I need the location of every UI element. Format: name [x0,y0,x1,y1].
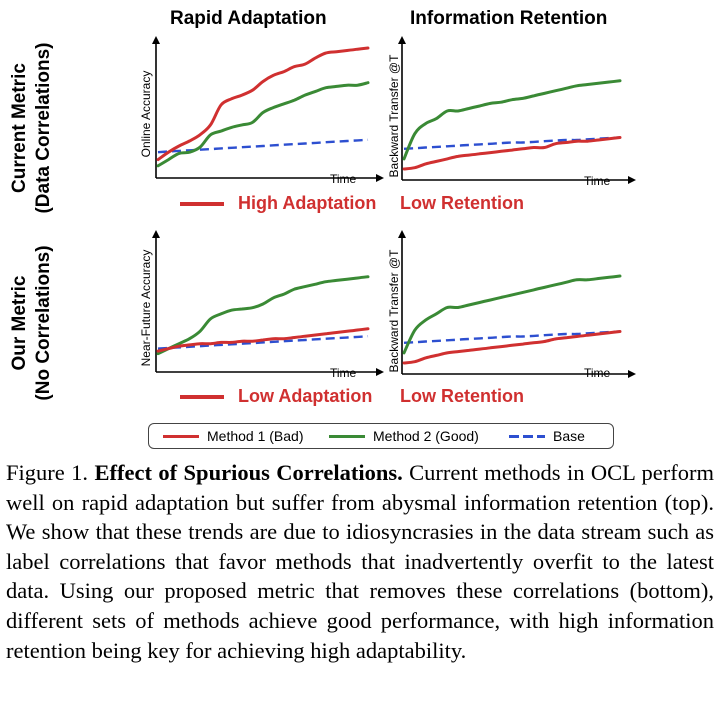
legend-swatch [509,434,545,438]
series-line-method-2-good [156,81,370,168]
series-line-method-1-bad [402,330,622,365]
series-line-method-2-good [402,79,622,161]
legend-label: Base [553,428,585,444]
series-line-base [403,330,621,344]
figure-caption: Figure 1. Effect of Spurious Correlation… [6,458,714,665]
ylabel-bottom-left: Near-Future Accuracy [139,249,153,367]
verdict-bottom-right: Low Retention [400,386,524,406]
legend-swatch [163,434,199,438]
series-line-method-1-bad [156,327,370,353]
panel-top-right [398,36,636,184]
column-title-information-retention: Information Retention [410,8,608,29]
xlabel-bottom-right: Time [584,366,611,380]
legend: Method 1 (Bad) Method 2 (Good) Base [148,423,614,449]
legend-label: Method 2 (Good) [373,428,479,444]
series-line-method-2-good [402,274,622,355]
xlabel-top-left: Time [330,172,357,186]
caption-prefix: Figure 1. [6,460,95,485]
series-line-base [157,335,369,350]
verdict-swatch-top [180,202,224,206]
caption-title: Effect of Spurious Correlations. [94,460,403,485]
series-line-method-1-bad [402,136,622,171]
y-axis-arrow-icon [398,230,406,238]
row-title-current-metric: Current Metric (Data Correlations) [8,18,58,238]
row-title-line1: Our Metric [9,275,30,371]
row-title-our-metric: Our Metric (No Correlations) [8,213,58,433]
legend-swatch [329,434,365,438]
legend-item-base: Base [509,427,585,445]
column-title-rapid-adaptation: Rapid Adaptation [170,8,327,29]
verdict-top-left: High Adaptation [238,193,377,213]
row-title-line1: Current Metric [9,63,30,193]
xlabel-bottom-left: Time [330,366,357,380]
series-line-base [403,136,621,150]
verdict-swatch-bottom [180,395,224,399]
row-title-line2: (No Correlations) [33,245,54,401]
x-axis-arrow-icon [376,174,384,182]
y-axis-arrow-icon [398,36,406,44]
legend-item-method2: Method 2 (Good) [329,427,479,445]
ylabel-top-left: Online Accuracy [139,70,153,158]
panel-bottom-left [152,230,384,376]
xlabel-top-right: Time [584,174,611,188]
x-axis-arrow-icon [376,368,384,376]
legend-item-method1: Method 1 (Bad) [163,427,304,445]
panel-bottom-right [398,230,636,378]
x-axis-arrow-icon [628,176,636,184]
panel-top-left [152,36,384,182]
row-title-line2: (Data Correlations) [33,42,54,214]
caption-body: Current methods in OCL perform well on r… [6,460,714,663]
verdict-top-right: Low Retention [400,193,524,213]
verdict-bottom-left: Low Adaptation [238,386,373,406]
series-line-method-2-good [156,275,370,356]
legend-label: Method 1 (Bad) [207,428,304,444]
y-axis-arrow-icon [152,36,160,44]
y-axis-arrow-icon [152,230,160,238]
series-line-method-1-bad [156,46,370,162]
x-axis-arrow-icon [628,370,636,378]
